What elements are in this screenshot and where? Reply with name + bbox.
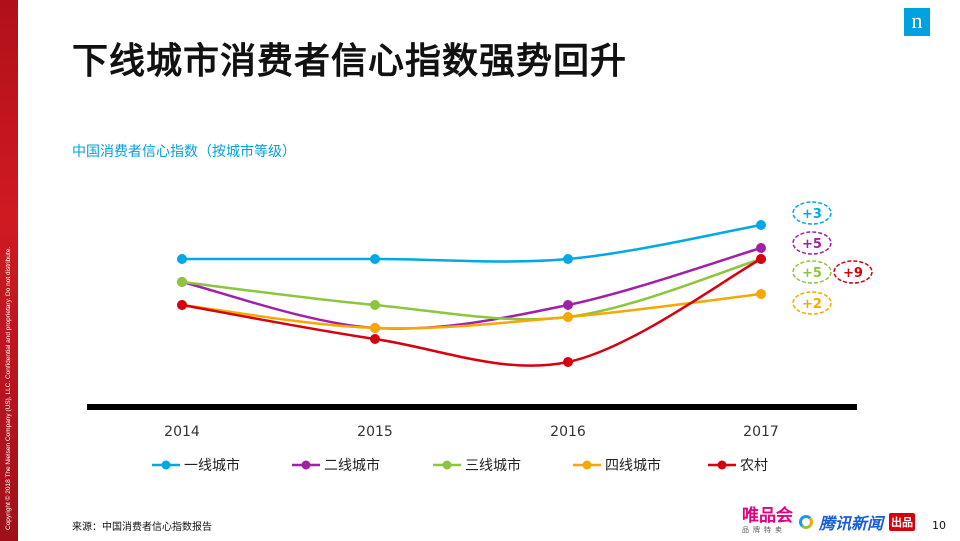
- data-point: [756, 220, 766, 230]
- series-line: [181, 292, 762, 330]
- data-point: [563, 300, 573, 310]
- vip-logo: 唯品会 品牌特卖: [742, 506, 793, 535]
- data-point: [563, 357, 573, 367]
- data-point: [756, 254, 766, 264]
- change-badge: [792, 231, 832, 255]
- data-point: [563, 254, 573, 264]
- data-point: [370, 300, 380, 310]
- data-point: [177, 254, 187, 264]
- legend-marker: [442, 460, 452, 470]
- data-point: [177, 277, 187, 287]
- change-label: +9: [843, 266, 863, 281]
- data-point: [756, 243, 766, 253]
- change-badge: [792, 260, 832, 284]
- series-line: [181, 257, 762, 321]
- change-badge: [792, 291, 832, 315]
- data-point: [370, 334, 380, 344]
- data-point: [370, 323, 380, 333]
- legend-label: 农村: [740, 458, 768, 474]
- change-label: +5: [802, 266, 822, 281]
- tencent-news-logo: 腾讯新闻: [819, 513, 884, 533]
- legend-label: 一线城市: [184, 457, 240, 474]
- tencent-tag: 出品: [889, 512, 916, 531]
- legend-label: 四线城市: [605, 457, 661, 474]
- change-badge: [792, 201, 832, 225]
- series-line: [182, 223, 762, 263]
- change-label: +2: [802, 297, 822, 312]
- legend-label: 二线城市: [324, 457, 380, 474]
- tencent-news-icon: [799, 514, 813, 529]
- legend-marker: [161, 460, 171, 470]
- series-line: [181, 246, 762, 330]
- x-tick-label: 2015: [357, 424, 393, 440]
- change-label: +5: [802, 237, 822, 252]
- chart-title: 中国消费者信心指数（按城市等级）: [72, 144, 296, 160]
- source-note: 来源：中国消费者信心指数报告: [72, 522, 212, 533]
- page-title: 下线城市消费者信心指数强势回升: [72, 41, 628, 82]
- x-tick-label: 2016: [550, 424, 586, 440]
- nielsen-logo: n: [904, 8, 930, 36]
- change-badge: [833, 260, 873, 284]
- legend-marker: [582, 460, 592, 470]
- sidebar-band: Copyright © 2018 The Nielsen Company (US…: [0, 0, 18, 541]
- data-point: [370, 254, 380, 264]
- data-point: [756, 289, 766, 299]
- data-point: [177, 300, 187, 310]
- page-number: 10: [932, 519, 946, 532]
- legend-label: 三线城市: [465, 457, 521, 474]
- change-label: +3: [802, 207, 822, 222]
- legend-marker: [301, 460, 311, 470]
- legend-marker: [717, 460, 727, 470]
- brand-logos: 唯品会 品牌特卖 腾讯新闻 出品: [742, 506, 916, 535]
- x-tick-label: 2017: [743, 424, 779, 440]
- x-tick-label: 2014: [164, 424, 200, 440]
- data-point: [563, 312, 573, 322]
- series-line: [181, 257, 762, 367]
